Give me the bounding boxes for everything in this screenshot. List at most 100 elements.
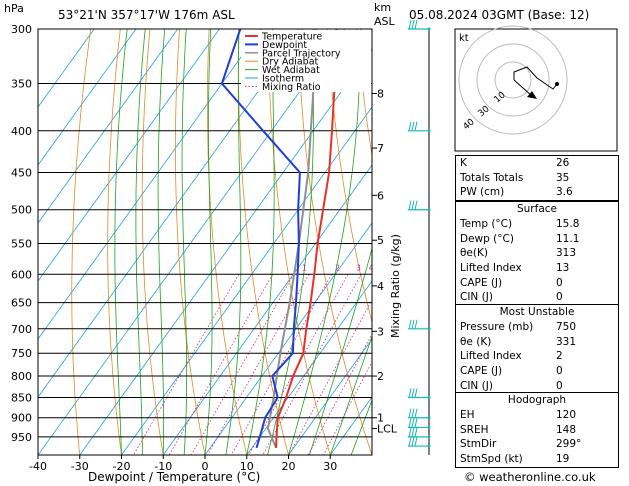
isotherm-line (38, 29, 137, 166)
surface-label: CIN (J) (460, 291, 493, 304)
hodograph-trace (513, 66, 558, 90)
temperature-profile (275, 29, 338, 448)
mu-label: CIN (J) (460, 379, 493, 392)
pressure-tick-label: 300 (11, 23, 32, 36)
hodo-value: 120 (556, 409, 577, 421)
hodograph-end-point (555, 82, 559, 86)
hodo-label: StmSpd (kt) (460, 453, 523, 466)
hodograph-ring (476, 43, 550, 117)
pressure-tick-label: 900 (11, 412, 32, 425)
dewpoint-profile (220, 29, 301, 449)
mu-value: 2 (556, 350, 563, 363)
pressure-tick-label: 800 (11, 370, 32, 383)
surface-value: 15.8 (556, 218, 580, 230)
wind-barb-feather (411, 319, 415, 329)
parcel-trajectory (266, 29, 317, 449)
temperature-tick-label: 0 (202, 460, 209, 473)
wind-barb-feather (408, 408, 412, 418)
isotherm-line (38, 29, 262, 340)
pressure-tick-label: 600 (11, 268, 32, 281)
wind-barb-feather (408, 418, 412, 428)
hodo-value: 19 (556, 453, 570, 466)
mu-label: Pressure (mb) (460, 321, 534, 333)
wind-barb-feather (414, 418, 418, 428)
isotherm-line (38, 29, 95, 108)
hodo-label: StmDir (460, 438, 497, 451)
wind-barb-point (427, 435, 431, 439)
temperature-tick-label: -20 (113, 460, 131, 473)
wind-barb-feather (408, 436, 412, 447)
k-index-label: K (460, 157, 467, 169)
isotherm-line (38, 29, 346, 455)
mixing-ratio-label: 20 (444, 263, 454, 272)
legend-entry: Temperature (261, 32, 322, 43)
legend-entry: Parcel Trajectory (262, 48, 341, 59)
mu-value: 331 (556, 335, 577, 348)
pressure-tick-label: 400 (11, 125, 32, 138)
wind-barb-feather (414, 200, 418, 210)
pressure-tick-label: 650 (11, 297, 32, 310)
height-tick-label: 5 (377, 234, 384, 247)
storm-motion-vector (513, 79, 533, 97)
sounding-profiles (220, 29, 338, 449)
temperature-tick-label: -40 (29, 460, 47, 473)
legend-entry: Dry Adiabat (262, 57, 319, 68)
wind-barb-point (427, 395, 431, 399)
wet-adiabat-line (135, 29, 146, 455)
dry-adiabat-line (356, 29, 372, 158)
surface-label: Dewp (°C) (460, 232, 514, 245)
wind-barb (408, 200, 431, 212)
pressure-unit: hPa (4, 2, 24, 15)
wind-barb-feather (411, 408, 415, 418)
wind-barb (408, 427, 431, 439)
wet-adiabat-line (181, 29, 188, 455)
height-tick-label: 6 (377, 189, 384, 202)
wind-barb-feather (408, 121, 412, 131)
wind-barb-point (427, 129, 431, 133)
isotherm-line (38, 29, 179, 224)
wind-barb-feather (408, 19, 412, 30)
most-unstable-title: Most Unstable (499, 306, 575, 318)
hodograph-ring (494, 61, 532, 99)
isotherm-line (246, 280, 372, 455)
legend-entry: Mixing Ratio (262, 82, 321, 93)
legend-entry: Wet Adiabat (262, 65, 320, 76)
surface-label: θe(K) (460, 247, 488, 260)
wind-barb (408, 121, 431, 133)
wind-barb-feather (414, 121, 418, 131)
wind-barb-feather (408, 427, 412, 437)
legend-entry: Isotherm (262, 74, 304, 85)
temperature-tick-label: 10 (240, 460, 254, 473)
height-tick-label: LCL (377, 423, 398, 436)
surface-label: CAPE (J) (460, 276, 503, 289)
surface-value: 0 (556, 291, 563, 304)
height-tick-label: 3 (377, 325, 384, 338)
wind-barb-feather (414, 19, 418, 30)
height-unit-asl: ASL (374, 15, 396, 28)
surface-value: 13 (556, 262, 570, 275)
mu-label: Lifted Index (460, 350, 522, 363)
pressure-tick-label: 550 (11, 237, 32, 250)
legend-entry: Dewpoint (262, 40, 307, 51)
surface-value: 11.1 (556, 232, 580, 245)
pressure-tick-label: 700 (11, 323, 32, 336)
dry-adiabat-line (174, 29, 206, 455)
surface-label: Lifted Index (460, 262, 522, 275)
dry-adiabat-line (71, 29, 92, 455)
location-title: 53°21'N 357°17'W 176m ASL (58, 8, 235, 22)
wind-barb (408, 418, 431, 429)
mixing-ratio-line (288, 298, 372, 455)
wind-barb (408, 319, 431, 331)
isotherm-line (121, 106, 372, 455)
wind-barb-feather (408, 319, 412, 329)
wet-adiabat-line (157, 29, 166, 455)
pressure-tick-label: 750 (11, 347, 32, 360)
wind-barb-feather (411, 388, 415, 398)
wind-barb-feather (411, 19, 415, 30)
wind-barb-feather (408, 388, 412, 398)
temperature-tick-label: 20 (282, 460, 296, 473)
hodograph-frame (454, 28, 618, 152)
x-axis-label: Dewpoint / Temperature (°C) (88, 470, 260, 484)
height-tick-label: 7 (377, 142, 384, 155)
totals-totals-label: Totals Totals (460, 171, 524, 184)
